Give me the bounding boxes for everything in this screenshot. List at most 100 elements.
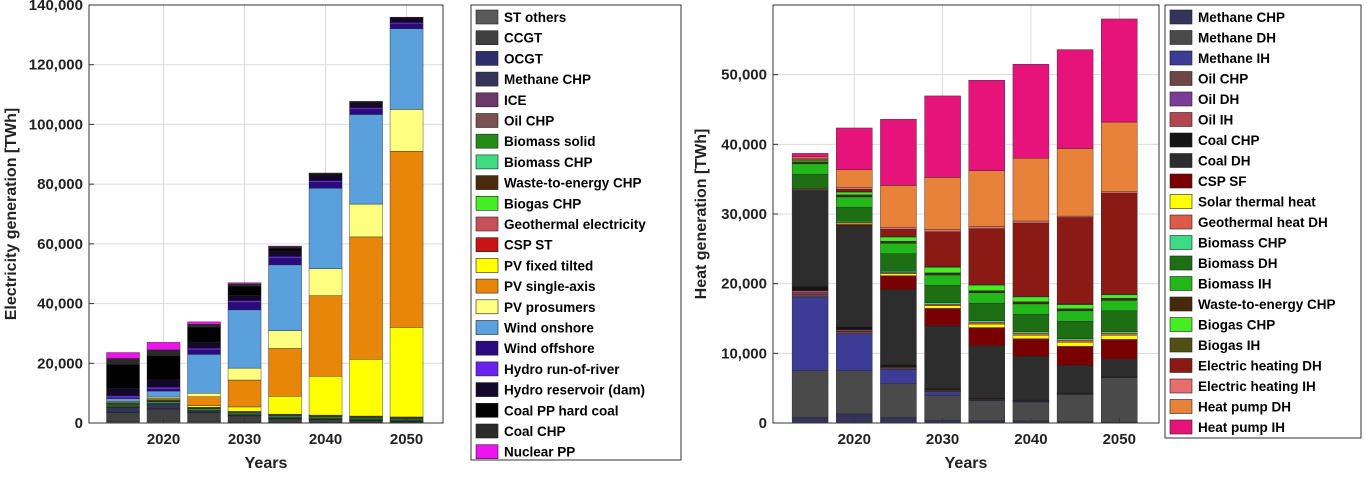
legend-swatch bbox=[475, 71, 499, 87]
legend-swatch bbox=[475, 113, 499, 128]
legend-swatch bbox=[1169, 9, 1193, 25]
bar-segment bbox=[349, 420, 383, 423]
legend-label: Oil CHP bbox=[1198, 72, 1248, 87]
bar-segment bbox=[791, 290, 829, 293]
bar-segment bbox=[1056, 310, 1094, 322]
legend: ST others CCGT OCGT Methane CHP ICE Oil CHP Bi… bbox=[470, 4, 682, 461]
y-tick-label: 20,000 bbox=[721, 276, 767, 293]
bar-segment bbox=[146, 403, 181, 409]
bar-segment bbox=[187, 396, 221, 406]
bar-segment bbox=[227, 286, 262, 296]
legend-label: Coal DH bbox=[1198, 154, 1251, 169]
bar-segment bbox=[924, 177, 961, 230]
legend-label: Biogas CHP bbox=[504, 196, 581, 211]
y-tick-label: 80,000 bbox=[37, 176, 83, 193]
bar-segment bbox=[836, 196, 873, 208]
bar-segment bbox=[924, 95, 961, 178]
legend-label: CSP ST bbox=[504, 238, 553, 253]
bar-segment bbox=[187, 412, 221, 423]
legend-label: Hydro run-of-river bbox=[504, 362, 620, 377]
bar-segment bbox=[791, 292, 829, 295]
y-tick-label: 20,000 bbox=[37, 355, 83, 372]
legend-swatch bbox=[475, 361, 499, 377]
bar-segment bbox=[349, 236, 383, 360]
bar-segment bbox=[924, 231, 961, 267]
bar-segment bbox=[308, 295, 343, 377]
y-tick-label: 0 bbox=[759, 415, 767, 432]
legend-label: Waste-to-energy CHP bbox=[1198, 297, 1336, 312]
bar-segment bbox=[880, 367, 917, 370]
bar-segment bbox=[227, 300, 262, 303]
bar-segment bbox=[791, 156, 829, 159]
bar-segment bbox=[968, 345, 1005, 399]
bar-segment bbox=[836, 189, 873, 192]
legend-label: Wind onshore bbox=[504, 321, 594, 336]
bar-segment bbox=[268, 256, 302, 259]
y-tick-label: 40,000 bbox=[721, 136, 767, 153]
legend-swatch bbox=[475, 92, 499, 108]
bar-segment bbox=[968, 170, 1005, 227]
bar-segment bbox=[924, 304, 961, 306]
bar-segment bbox=[106, 412, 140, 422]
y-tick-label: 50,000 bbox=[721, 67, 767, 84]
bar-segment bbox=[968, 320, 1005, 323]
bar-segment bbox=[349, 108, 383, 115]
legend-swatch bbox=[1169, 378, 1193, 394]
legend-swatch bbox=[475, 196, 499, 211]
legend-label: Biomass CHP bbox=[504, 155, 593, 170]
bar-segment bbox=[349, 114, 383, 205]
bar-segment bbox=[1012, 314, 1050, 332]
bar-segment bbox=[106, 352, 140, 359]
bar-segment bbox=[1012, 338, 1050, 357]
legend-swatch bbox=[1169, 255, 1193, 271]
bar-segment bbox=[187, 347, 221, 351]
bar-segment bbox=[968, 400, 1005, 422]
legend-label: Heat pump IH bbox=[1198, 420, 1285, 435]
bar-segment bbox=[836, 225, 873, 328]
bar-segment bbox=[349, 203, 383, 238]
x-tick-label: 2040 bbox=[1014, 431, 1047, 448]
bar-segment bbox=[308, 173, 343, 176]
bar-segment bbox=[349, 107, 383, 110]
bar-segment bbox=[791, 153, 829, 158]
bar-segment bbox=[187, 321, 221, 325]
bar-segment bbox=[1056, 304, 1094, 309]
y-axis-label: Electricity generation [TWh] bbox=[3, 108, 20, 320]
legend-swatch bbox=[475, 51, 499, 66]
bar-segment bbox=[146, 396, 181, 399]
legend-label: Solar thermal heat bbox=[1198, 195, 1316, 210]
bar-segment bbox=[836, 370, 873, 415]
bar-segment bbox=[1012, 158, 1050, 222]
bar-segment bbox=[268, 348, 302, 397]
legend-swatch bbox=[475, 320, 499, 335]
bar-segment bbox=[227, 302, 262, 311]
bar-segment bbox=[349, 102, 383, 108]
legend-swatch bbox=[1169, 112, 1193, 127]
bar-segment bbox=[1101, 191, 1138, 194]
y-tick-label: 10,000 bbox=[721, 345, 767, 362]
bar-segment bbox=[836, 169, 873, 188]
bar-segment bbox=[187, 324, 221, 328]
x-tick-label: 2030 bbox=[926, 431, 959, 448]
bar-segment bbox=[146, 379, 181, 388]
bar-segment bbox=[791, 417, 829, 424]
legend-swatch bbox=[1169, 153, 1193, 168]
legend-swatch bbox=[1169, 358, 1193, 373]
bar-segment bbox=[791, 163, 829, 175]
bar-segment bbox=[268, 264, 302, 331]
legend-swatch bbox=[475, 382, 499, 397]
bar-segment bbox=[968, 80, 1005, 172]
bar-segment bbox=[880, 229, 917, 237]
bar-segment bbox=[880, 185, 917, 228]
legend-swatch bbox=[1169, 419, 1193, 435]
bar-segment bbox=[1101, 298, 1138, 301]
legend-label: Biomass solid bbox=[504, 134, 596, 149]
legend-label: OCGT bbox=[504, 51, 544, 66]
bar-segment bbox=[389, 22, 424, 25]
legend-label: Biogas IH bbox=[1198, 338, 1260, 353]
legend-swatch bbox=[1169, 235, 1193, 250]
bar-segment bbox=[924, 272, 961, 276]
bar-segment bbox=[268, 418, 302, 423]
legend-swatch bbox=[475, 258, 499, 273]
legend-label: Coal PP hard coal bbox=[504, 403, 619, 418]
